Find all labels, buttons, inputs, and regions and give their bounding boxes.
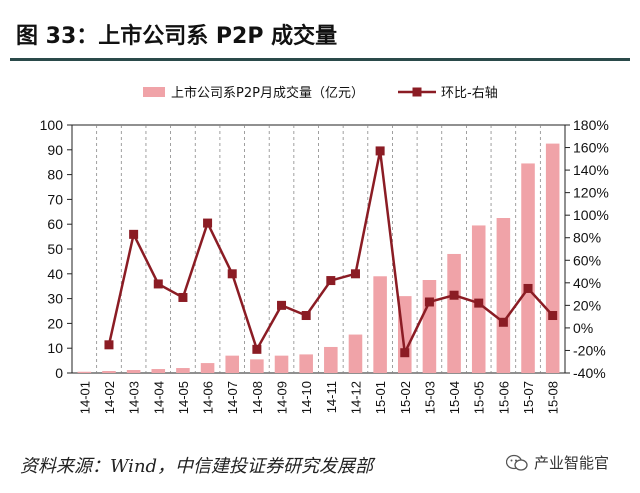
left-tick-label: 90 <box>47 142 63 158</box>
right-tick-label: 180% <box>573 117 609 133</box>
line-point <box>548 311 558 321</box>
left-tick-label: 50 <box>47 241 63 257</box>
right-tick-label: 160% <box>573 140 609 156</box>
source-note: 资料来源：Wind，中信建投证券研究发展部 <box>20 456 374 477</box>
bar <box>151 369 166 373</box>
bar <box>324 346 338 373</box>
bar <box>77 371 92 373</box>
line-point <box>153 279 163 289</box>
bar <box>496 218 511 373</box>
series-line <box>107 150 554 358</box>
title-rule <box>10 58 630 61</box>
right-tick-label: 20% <box>573 297 601 313</box>
right-tick-label: 0% <box>573 320 593 336</box>
left-tick-label: 20 <box>47 315 63 331</box>
line-point <box>449 290 459 300</box>
line-point <box>350 269 360 279</box>
left-tick-label: 70 <box>47 191 63 207</box>
line-point <box>474 298 484 308</box>
line-point <box>375 146 385 156</box>
bar <box>176 368 190 373</box>
figure-title: 图 33：上市公司系 P2P 成交量 <box>16 24 338 49</box>
left-tick-label: 10 <box>47 340 63 356</box>
bar <box>102 371 116 373</box>
bar <box>545 143 560 373</box>
x-tick-label: 15-01 <box>373 381 388 414</box>
right-tick-label: 40% <box>573 275 601 291</box>
right-tick-label: 100% <box>573 207 609 223</box>
x-tick-label: 15-08 <box>546 381 561 414</box>
line-point <box>400 348 410 358</box>
x-tick-label: 14-08 <box>250 381 265 414</box>
x-tick-label: 14-02 <box>102 381 117 414</box>
x-tick-label: 15-02 <box>398 381 413 414</box>
brand-label: 产业智能官 <box>534 454 610 472</box>
x-tick-label: 14-12 <box>348 381 363 414</box>
x-tick-label: 15-06 <box>496 381 511 414</box>
bar <box>274 355 289 373</box>
bar <box>299 354 313 373</box>
left-tick-label: 60 <box>47 216 63 232</box>
brand-watermark: 产业智能官 <box>506 452 609 473</box>
x-tick-label: 14-05 <box>176 381 191 414</box>
x-tick-label: 14-11 <box>324 381 339 413</box>
right-tick-label: -20% <box>573 342 606 358</box>
x-tick-label: 14-04 <box>151 381 166 414</box>
line-point <box>498 317 508 327</box>
line-point <box>277 300 287 310</box>
legend-bar-swatch <box>143 87 165 97</box>
x-tick-label: 14-03 <box>127 381 142 414</box>
combo-chart: 0 10 20 30 40 50 60 70 80 90 100 -40% -20% 0% 20% 40% 60… <box>40 85 609 414</box>
right-tick-label: 140% <box>573 162 609 178</box>
line-point <box>301 311 311 321</box>
line-point <box>252 344 262 354</box>
x-tick-label: 15-04 <box>447 381 462 414</box>
bar <box>521 163 535 373</box>
left-tick-label: 40 <box>47 266 63 282</box>
bar <box>348 334 363 373</box>
right-tick-label: 80% <box>573 230 601 246</box>
line-point <box>326 276 336 286</box>
left-tick-label: 30 <box>47 291 63 307</box>
line-point <box>104 340 114 350</box>
left-tick-label: 100 <box>40 117 64 133</box>
legend-line-marker <box>412 87 422 97</box>
bar <box>447 253 461 373</box>
x-tick-label: 15-03 <box>422 381 437 414</box>
line-point <box>523 283 533 293</box>
right-tick-label: 120% <box>573 185 609 201</box>
left-tick-label: 80 <box>47 167 63 183</box>
left-tick-label: 0 <box>55 365 63 381</box>
x-tick-label: 14-01 <box>77 381 92 414</box>
line-point <box>129 229 139 239</box>
legend-line-label: 环比-右轴 <box>441 86 498 101</box>
x-tick-label: 14-10 <box>299 381 314 414</box>
right-tick-label: 60% <box>573 252 601 268</box>
line-point <box>227 269 237 279</box>
x-tick-label: 15-05 <box>472 381 487 414</box>
bar <box>250 359 264 373</box>
wechat-icon <box>506 454 528 471</box>
x-tick-label: 14-06 <box>201 381 216 414</box>
line-point <box>424 297 434 307</box>
x-tick-label: 14-09 <box>275 381 290 414</box>
legend-bar-label: 上市公司系P2P月成交量（亿元） <box>171 85 364 101</box>
line-point <box>178 292 188 302</box>
x-tick-label: 14-07 <box>225 381 240 414</box>
bar <box>373 276 387 373</box>
bar <box>422 280 437 373</box>
bar <box>126 370 141 373</box>
right-tick-label: -40% <box>573 365 606 381</box>
bar <box>200 363 215 373</box>
bar <box>225 355 240 373</box>
x-tick-label: 15-07 <box>521 381 536 414</box>
line-point <box>203 218 213 228</box>
